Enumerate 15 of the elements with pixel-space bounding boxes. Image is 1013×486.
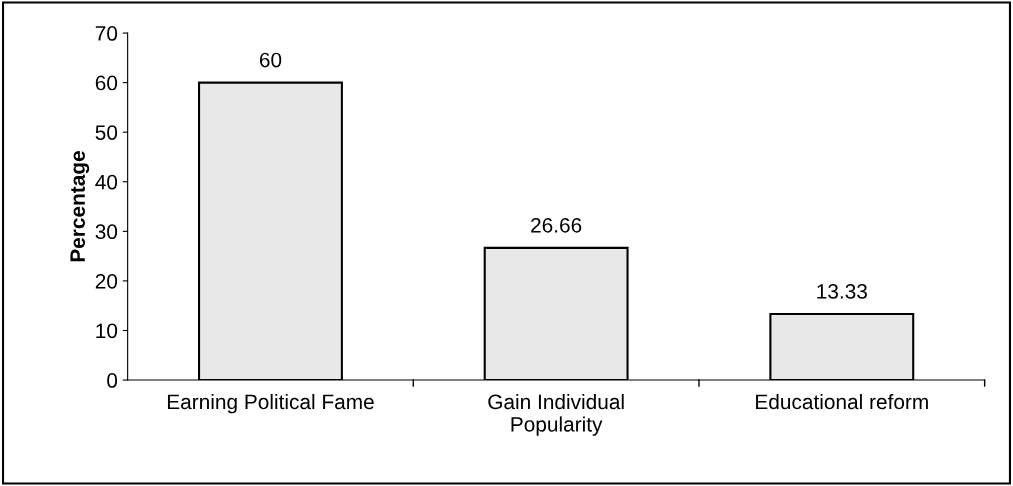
data-label: 60 bbox=[259, 52, 282, 68]
y-tick-label: 70 bbox=[95, 26, 118, 41]
y-tick-label: 0 bbox=[107, 373, 118, 388]
y-tick-label: 30 bbox=[95, 224, 118, 240]
data-label: 26.66 bbox=[531, 217, 582, 233]
x-tick-label: Earning Political Fame bbox=[167, 393, 374, 414]
y-tick-label: 60 bbox=[95, 75, 118, 91]
y-tick-label: 10 bbox=[96, 323, 118, 339]
x-tick-label: Educational reform bbox=[756, 393, 928, 410]
y-tick-label: 20 bbox=[95, 273, 118, 289]
y-axis-title: Percentage bbox=[70, 151, 90, 262]
y-tick-label: 40 bbox=[95, 174, 118, 190]
data-label: 13.33 bbox=[817, 283, 867, 299]
x-tick-label: Gain Individual Popularity bbox=[488, 393, 624, 436]
y-tick-label: 50 bbox=[95, 125, 118, 140]
